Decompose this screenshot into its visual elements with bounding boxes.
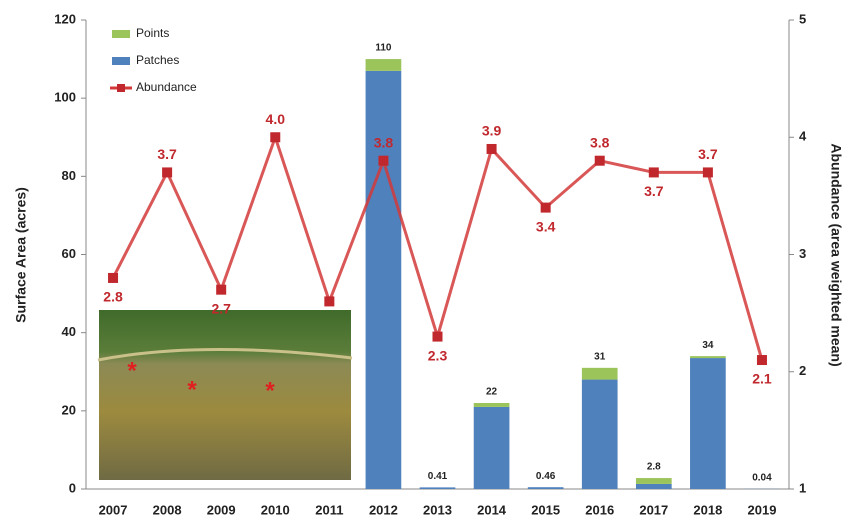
bar [635,478,672,484]
bar [419,487,456,489]
bar [690,356,726,359]
total-label: 0.46 [536,471,556,482]
marker [648,167,659,178]
x-tick-label: 2009 [207,502,236,517]
y2-tick-label: 4 [799,129,807,144]
marker [594,155,605,166]
marker [486,143,497,154]
x-tick-label: 2014 [477,502,507,517]
bar [473,403,510,407]
legend-label: Patches [136,53,179,67]
value-label: 3.7 [157,146,177,162]
value-label: 2.8 [103,289,123,305]
inset-photo: * * * [97,308,353,482]
marker [108,272,119,283]
legend-swatch [117,84,125,92]
total-label: 22 [486,387,498,398]
marker [378,155,389,166]
y2-axis-title: Abundance (area weighted mean) [828,143,844,366]
value-label: 2.7 [211,300,231,316]
value-label: 3.9 [482,123,502,139]
y-tick-label: 0 [69,480,76,495]
x-tick-label: 2008 [153,502,182,517]
value-label: 3.7 [644,183,664,199]
value-label: 3.7 [698,146,718,162]
x-tick-label: 2007 [99,502,128,517]
legend-label: Points [136,26,169,40]
y2-tick-label: 1 [799,480,806,495]
bar [581,367,618,380]
x-tick-label: 2018 [693,502,722,517]
marker [432,331,443,342]
svg-text:*: * [265,377,275,404]
x-tick-label: 2012 [369,502,398,517]
bar [527,487,564,489]
x-tick-label: 2016 [585,502,614,517]
y-tick-label: 80 [62,168,76,183]
x-tick-label: 2010 [261,502,290,517]
bar [581,379,618,489]
legend-label: Abundance [136,80,197,94]
x-tick-label: 2019 [748,502,777,517]
marker [162,167,173,178]
bar [365,70,402,489]
y-tick-label: 120 [54,11,76,26]
y-tick-label: 60 [62,246,76,261]
marker [702,167,713,178]
bar [635,483,672,489]
x-tick-label: 2015 [531,502,560,517]
bar [690,358,726,489]
svg-text:*: * [127,357,137,384]
marker [216,284,227,295]
value-label: 3.8 [590,134,610,150]
total-label: 31 [594,351,606,362]
value-label: 3.8 [374,134,394,150]
bar [473,406,510,489]
total-label: 0.04 [752,472,772,483]
legend-swatch [112,57,130,65]
y-tick-label: 20 [62,402,76,417]
marker [324,296,335,307]
value-label: 3.4 [536,218,556,234]
x-tick-label: 2011 [315,502,343,517]
y2-tick-label: 3 [799,246,806,261]
y-axis-title: Surface Area (acres) [13,187,29,323]
total-label: 110 [375,43,392,54]
value-label: 4.0 [266,111,286,127]
value-label: 2.3 [428,347,448,363]
marker [540,202,551,213]
x-tick-label: 2013 [423,502,452,517]
total-label: 0.41 [428,471,448,482]
y-tick-label: 40 [62,324,76,339]
bar [365,59,402,71]
total-label: 2.8 [647,462,661,473]
svg-text:*: * [187,376,197,403]
value-label: 2.1 [752,371,772,387]
y2-tick-label: 5 [799,11,806,26]
y-tick-label: 100 [54,90,76,105]
marker [270,132,281,143]
legend-swatch [112,30,130,38]
total-label: 34 [702,340,714,351]
x-tick-label: 2017 [639,502,668,517]
marker [756,355,767,366]
y2-tick-label: 2 [799,363,806,378]
